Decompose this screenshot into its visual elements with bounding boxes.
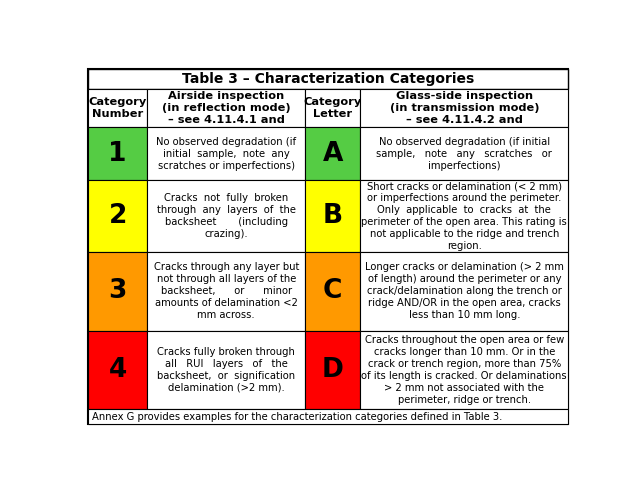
Bar bbox=[147, 89, 305, 127]
Bar bbox=[147, 331, 305, 409]
Text: 3: 3 bbox=[108, 279, 127, 305]
Bar bbox=[88, 409, 568, 424]
Bar bbox=[305, 89, 360, 127]
Bar bbox=[147, 253, 305, 331]
Bar bbox=[88, 331, 147, 409]
Text: B: B bbox=[323, 203, 343, 229]
Bar bbox=[305, 253, 360, 331]
Bar bbox=[360, 331, 568, 409]
Text: 1: 1 bbox=[108, 140, 127, 166]
Text: No observed degradation (if
initial  sample,  note  any
scratches or imperfectio: No observed degradation (if initial samp… bbox=[156, 136, 296, 170]
Text: Annex G provides examples for the characterization categories defined in Table 3: Annex G provides examples for the charac… bbox=[92, 412, 502, 422]
Bar bbox=[305, 180, 360, 253]
Text: C: C bbox=[323, 279, 342, 305]
Bar bbox=[88, 180, 147, 253]
Text: Longer cracks or delamination (> 2 mm
of length) around the perimeter or any
cra: Longer cracks or delamination (> 2 mm of… bbox=[365, 263, 564, 321]
Text: 4: 4 bbox=[108, 357, 127, 383]
Text: Category
Number: Category Number bbox=[88, 97, 147, 119]
Bar bbox=[88, 89, 147, 127]
Text: Cracks through any layer but
not through all layers of the
backsheet,      or   : Cracks through any layer but not through… bbox=[154, 263, 299, 321]
Text: Airside inspection
(in reflection mode)
– see 4.11.4.1 and: Airside inspection (in reflection mode) … bbox=[162, 91, 291, 125]
Bar bbox=[360, 253, 568, 331]
Bar bbox=[360, 127, 568, 180]
Text: No observed degradation (if initial
sample,   note   any   scratches   or
imperf: No observed degradation (if initial samp… bbox=[376, 136, 552, 170]
Bar bbox=[88, 127, 147, 180]
Bar bbox=[88, 69, 568, 89]
Bar bbox=[360, 180, 568, 253]
Text: Cracks  not  fully  broken
through  any  layers  of  the
backsheet       (includ: Cracks not fully broken through any laye… bbox=[157, 193, 296, 239]
Text: 2: 2 bbox=[108, 203, 127, 229]
Text: Cracks fully broken through
all   RUI   layers   of   the
backsheet,  or  signif: Cracks fully broken through all RUI laye… bbox=[157, 347, 295, 393]
Bar bbox=[147, 127, 305, 180]
Bar bbox=[305, 127, 360, 180]
Bar bbox=[147, 180, 305, 253]
Bar bbox=[360, 89, 568, 127]
Bar bbox=[305, 331, 360, 409]
Bar bbox=[88, 253, 147, 331]
Text: Category
Letter: Category Letter bbox=[303, 97, 362, 119]
Text: Glass-side inspection
(in transmission mode)
– see 4.11.4.2 and: Glass-side inspection (in transmission m… bbox=[390, 91, 539, 125]
Text: D: D bbox=[322, 357, 344, 383]
Text: Short cracks or delamination (< 2 mm)
or imperfections around the perimeter.
Onl: Short cracks or delamination (< 2 mm) or… bbox=[362, 181, 567, 251]
Text: Table 3 – Characterization Categories: Table 3 – Characterization Categories bbox=[182, 72, 474, 86]
Text: Cracks throughout the open area or few
cracks longer than 10 mm. Or in the
crack: Cracks throughout the open area or few c… bbox=[362, 335, 567, 405]
Text: A: A bbox=[323, 140, 343, 166]
